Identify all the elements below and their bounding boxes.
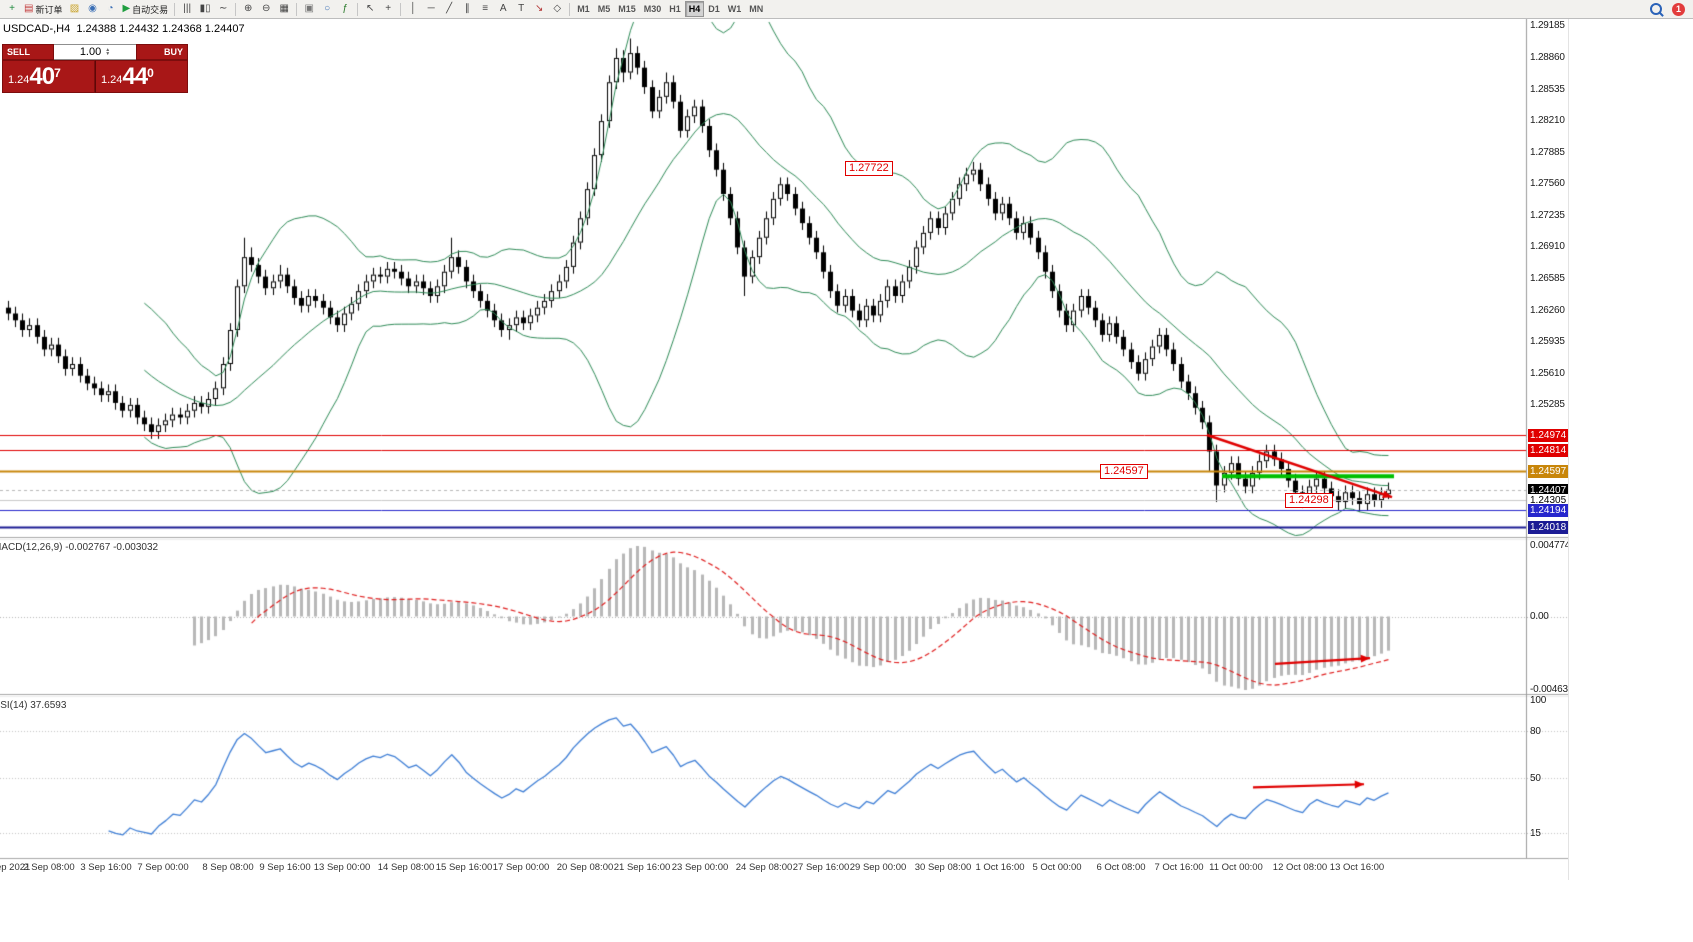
buy-tab[interactable]: BUY — [136, 44, 188, 60]
timeframe-m1-button[interactable]: M1 — [573, 1, 594, 17]
autotrading-button-label: 自动交易 — [132, 4, 169, 15]
timeframe-h1-button[interactable]: H1 — [665, 1, 685, 17]
shapes-button[interactable]: ◇ — [548, 1, 566, 17]
sell-price-big: 40 — [29, 63, 55, 90]
text-icon: A — [499, 3, 507, 14]
tile-windows-button[interactable]: ▦ — [275, 1, 293, 17]
vertical-line-icon: │ — [410, 3, 417, 14]
sell-price-small: 1.24 — [8, 74, 30, 86]
price-callout-label[interactable]: 1.24298 — [1285, 493, 1333, 508]
timeframe-w1-button[interactable]: W1 — [724, 1, 746, 17]
cursor-icon: ↖ — [365, 3, 375, 14]
period-icon: ○ — [324, 3, 331, 14]
bar-chart-button[interactable]: ||| — [178, 1, 196, 17]
cursor-button[interactable]: ↖ — [361, 1, 379, 17]
buy-price-sup: 0 — [147, 66, 154, 80]
search-icon[interactable] — [1650, 3, 1662, 15]
toolbar-separator — [400, 2, 402, 16]
sell-button[interactable]: 1.24 40 7 — [2, 60, 95, 93]
market-depth-button[interactable]: ◉ — [83, 1, 101, 17]
bar-chart-icon: ||| — [183, 3, 192, 14]
zoom-in-button[interactable]: ⊕ — [239, 1, 257, 17]
zoom-out-button[interactable]: ⊖ — [257, 1, 275, 17]
candlestick-chart-button[interactable]: ▮▯ — [196, 1, 214, 17]
main-toolbar: + ▤ 新订单 ▨ ◉ ◔ ▶ 自动交易 ||| ▮▯ ∼ ⊕ ⊖ ▦ ▣ ○ ƒ ↖ + │ ─ ╱ ∥ ≡ A T ↘ ◇ M1 M5… — [0, 0, 1693, 19]
toolbar-separator — [174, 2, 176, 16]
crosshair-icon: + — [385, 3, 392, 14]
toolbar-separator — [235, 2, 237, 16]
equidistant-channel-button[interactable]: ∥ — [458, 1, 476, 17]
trendline-button[interactable]: ╱ — [440, 1, 458, 17]
tile-windows-icon: ▦ — [279, 3, 289, 14]
indicators-icon: ƒ — [342, 3, 348, 14]
horizontal-line-icon: ─ — [427, 3, 435, 14]
toolbar-separator — [357, 2, 359, 16]
vertical-line-button[interactable]: │ — [404, 1, 422, 17]
buy-price-big: 44 — [122, 63, 148, 90]
timeframe-m5-button[interactable]: M5 — [594, 1, 615, 17]
line-chart-icon: ∼ — [218, 3, 228, 14]
text-button[interactable]: A — [494, 1, 512, 17]
lot-value: 1.00 — [79, 46, 102, 58]
zoom-in-icon: ⊕ — [243, 3, 253, 14]
zoom-out-icon: ⊖ — [261, 3, 271, 14]
timeframe-m15-button[interactable]: M15 — [614, 1, 640, 17]
new-order-button[interactable]: ▤ 新订单 — [21, 1, 65, 17]
new-chart-button[interactable]: + — [3, 1, 21, 17]
buy-price-small: 1.24 — [101, 74, 123, 86]
timeframe-m30-button[interactable]: M30 — [640, 1, 666, 17]
fibonacci-button[interactable]: ≡ — [476, 1, 494, 17]
toolbar-separator — [569, 2, 571, 16]
equidistant-channel-icon: ∥ — [464, 3, 470, 14]
metaeditor-icon: ▨ — [69, 3, 80, 14]
toolbar-buttons: + ▤ 新订单 ▨ ◉ ◔ ▶ 自动交易 ||| ▮▯ ∼ ⊕ ⊖ ▦ ▣ ○ ƒ ↖ + │ ─ ╱ ∥ ≡ A T ↘ ◇ M1 M5… — [3, 0, 767, 18]
metaeditor-button[interactable]: ▨ — [65, 1, 83, 17]
period-button[interactable]: ○ — [318, 1, 336, 17]
timeframe-h4-button[interactable]: H4 — [684, 1, 705, 17]
chart-annotations: 1.27722 1.24597 1.24298 — [0, 19, 1568, 880]
market-depth-icon: ◉ — [88, 3, 97, 14]
text-label-button[interactable]: T — [512, 1, 530, 17]
timeframe-d1-button[interactable]: D1 — [704, 1, 724, 17]
arrows-icon: ↘ — [534, 3, 544, 14]
toolbar-right: 1 — [1650, 2, 1690, 16]
rsi-indicator-label: RSI(14) 37.6593 — [0, 700, 67, 711]
templates-icon: ▣ — [304, 3, 314, 14]
new-chart-icon: + — [9, 3, 15, 14]
crosshair-button[interactable]: + — [379, 1, 397, 17]
fibonacci-icon: ≡ — [482, 3, 489, 14]
timeframe-mn-button[interactable]: MN — [745, 1, 767, 17]
shapes-icon: ◇ — [553, 3, 562, 14]
ohlc-readout: USDCAD-,H4 1.24388 1.24432 1.24368 1.244… — [3, 23, 245, 35]
new-order-icon: ▤ — [24, 3, 34, 14]
history-center-button[interactable]: ◔ — [101, 1, 119, 17]
candlestick-chart-icon: ▮▯ — [199, 3, 211, 14]
new-order-button-label: 新订单 — [35, 4, 63, 15]
chart-canvas[interactable] — [0, 19, 1568, 880]
arrows-button[interactable]: ↘ — [530, 1, 548, 17]
lot-spinner[interactable]: ▲ ▼ — [105, 47, 111, 57]
notification-badge[interactable]: 1 — [1672, 2, 1685, 16]
text-label-icon: T — [518, 3, 525, 14]
sell-price-sup: 7 — [54, 66, 61, 80]
history-center-icon: ◔ — [107, 3, 114, 14]
price-callout-label[interactable]: 1.27722 — [845, 161, 893, 176]
macd-indicator-label: MACD(12,26,9) -0.002767 -0.003032 — [0, 542, 159, 553]
toolbar-separator — [296, 2, 298, 16]
chart-window: USDCAD-,H4 1.24388 1.24432 1.24368 1.244… — [0, 19, 1569, 880]
trendline-icon: ╱ — [446, 3, 453, 14]
price-callout-label[interactable]: 1.24597 — [1100, 464, 1148, 479]
horizontal-line-button[interactable]: ─ — [422, 1, 440, 17]
sell-tab[interactable]: SELL — [2, 44, 54, 60]
line-chart-button[interactable]: ∼ — [214, 1, 232, 17]
autotrading-button[interactable]: ▶ 自动交易 — [119, 1, 171, 17]
one-click-trading-panel: SELL 1.00 ▲ ▼ BUY 1.24 40 7 1.24 44 0 — [2, 44, 188, 93]
lot-size-input[interactable]: 1.00 ▲ ▼ — [54, 44, 136, 60]
autotrading-icon: ▶ — [122, 3, 131, 14]
buy-button[interactable]: 1.24 44 0 — [95, 60, 188, 93]
indicators-button[interactable]: ƒ — [336, 1, 354, 17]
templates-button[interactable]: ▣ — [300, 1, 318, 17]
